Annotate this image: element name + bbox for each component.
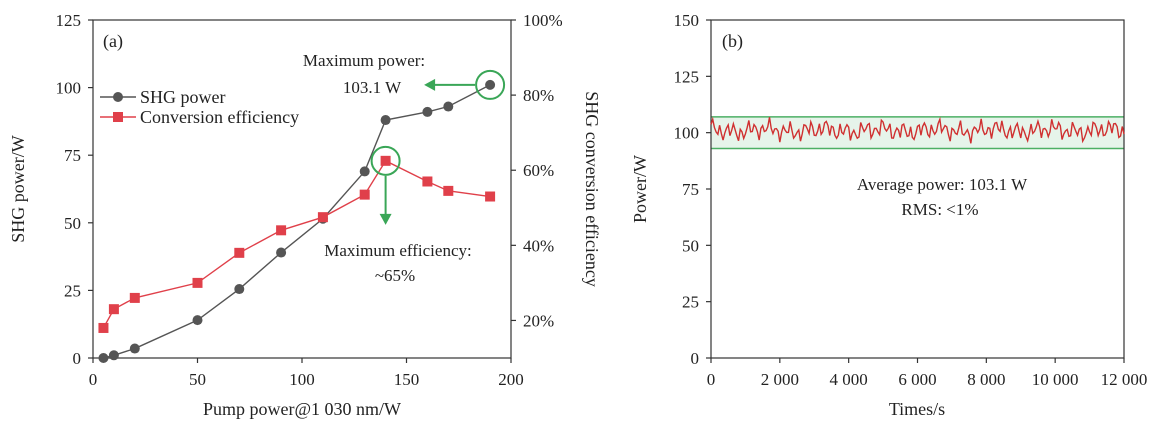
x-tick-label-b: 2 000 — [761, 370, 799, 389]
rms-band — [711, 116, 1124, 149]
y-axis-b: 0 25 50 75 100 125 150 — [674, 11, 711, 368]
annotation-average-power: Average power: 103.1 W — [857, 175, 1028, 194]
y-axis-label-a: SHG power/W — [8, 135, 28, 242]
x-tick-label-a: 0 — [89, 370, 98, 389]
y-tick-label-b: 125 — [674, 67, 700, 86]
data-point-conversion-efficiency — [192, 277, 203, 288]
data-point-shg-power — [129, 343, 140, 354]
x-tick-label-b: 10 000 — [1032, 370, 1079, 389]
x-tick-label-a: 50 — [189, 370, 206, 389]
y-tick-label-b: 25 — [682, 293, 699, 312]
data-point-shg-power — [422, 106, 433, 117]
data-point-conversion-efficiency — [276, 225, 287, 236]
annotation-max-power-line2: 103.1 W — [343, 78, 402, 97]
x-tick-label-b: 8 000 — [967, 370, 1005, 389]
x-axis-a: 0 50 100 150 200 — [89, 358, 524, 389]
highlight-circle-max-efficiency — [370, 145, 401, 176]
y-tick-label-b: 75 — [682, 180, 699, 199]
y-tick-label-a: 25 — [64, 281, 81, 300]
y-tick-label-b: 50 — [682, 236, 699, 255]
data-point-shg-power — [192, 315, 203, 326]
arrowhead-max-efficiency — [379, 213, 392, 225]
y-axis-label-b: Power/W — [630, 155, 650, 223]
panel-b: 0 2 000 4 000 6 000 8 000 10 000 12 000 0 25 50 7… — [630, 11, 1147, 419]
legend-a: SHG power Conversion efficiency — [100, 87, 299, 127]
data-point-conversion-efficiency — [234, 247, 245, 258]
y-tick-label-b: 150 — [674, 11, 700, 30]
x-tick-label-b: 4 000 — [830, 370, 868, 389]
x-tick-label-b: 12 000 — [1101, 370, 1148, 389]
legend-label-conversion-efficiency: Conversion efficiency — [140, 107, 299, 127]
data-point-conversion-efficiency — [129, 292, 140, 303]
y2-axis-a: 20% 40% 60% 80% 100% — [511, 11, 563, 330]
x-tick-label-a: 150 — [394, 370, 420, 389]
data-point-shg-power — [276, 247, 287, 258]
data-point-shg-power — [380, 115, 391, 126]
annotation-max-eff-line1: Maximum efficiency: — [324, 241, 471, 260]
x-tick-label-a: 200 — [498, 370, 524, 389]
y2-tick-label-a: 40% — [523, 236, 554, 255]
y-tick-label-a: 0 — [73, 349, 82, 368]
data-point-conversion-efficiency — [422, 176, 433, 187]
annotation-max-power-line1: Maximum power: — [303, 51, 425, 70]
x-axis-label-a: Pump power@1 030 nm/W — [203, 399, 401, 419]
panel-label-b: (b) — [722, 31, 743, 52]
x-axis-label-b: Times/s — [889, 399, 945, 419]
y-tick-label-a: 125 — [56, 11, 82, 30]
y-tick-label-b: 100 — [674, 124, 700, 143]
x-axis-b: 0 2 000 4 000 6 000 8 000 10 000 12 000 — [707, 358, 1148, 389]
data-point-shg-power — [108, 350, 119, 361]
y2-axis-label-a: SHG conversion efficiency — [582, 91, 602, 287]
data-point-conversion-efficiency — [98, 322, 109, 333]
x-tick-label-b: 0 — [707, 370, 716, 389]
x-tick-label-a: 100 — [289, 370, 315, 389]
data-point-conversion-efficiency — [317, 212, 328, 223]
y-tick-label-b: 0 — [691, 349, 700, 368]
data-point-shg-power — [359, 166, 370, 177]
highlight-circle-max-power — [475, 69, 506, 100]
data-point-conversion-efficiency — [485, 191, 496, 202]
data-point-shg-power — [485, 79, 496, 90]
y-tick-label-a: 75 — [64, 146, 81, 165]
arrowhead-max-power — [424, 78, 436, 91]
data-point-conversion-efficiency — [443, 185, 454, 196]
y2-tick-label-a: 20% — [523, 311, 554, 330]
legend-swatch-eff-marker — [113, 112, 123, 122]
data-point-shg-power — [98, 353, 109, 363]
legend-label-shg-power: SHG power — [140, 87, 226, 107]
y2-tick-label-a: 80% — [523, 86, 554, 105]
panel-a: 0 50 100 150 200 0 25 50 75 100 125 20% 40% 60% 80% 1… — [8, 11, 602, 419]
y-axis-a: 0 25 50 75 100 125 — [56, 11, 93, 368]
y-tick-label-a: 50 — [64, 214, 81, 233]
data-point-shg-power — [234, 284, 245, 295]
y-tick-label-a: 100 — [56, 79, 82, 98]
y2-tick-label-a: 60% — [523, 161, 554, 180]
series-line-power-vs-time — [710, 116, 1125, 144]
legend-swatch-shg-marker — [113, 92, 123, 102]
x-tick-label-b: 6 000 — [898, 370, 936, 389]
y2-tick-label-a: 100% — [523, 11, 563, 30]
data-point-conversion-efficiency — [380, 155, 391, 166]
annotation-max-eff-line2: ~65% — [375, 266, 415, 285]
data-point-conversion-efficiency — [359, 189, 370, 200]
annotation-rms: RMS: <1% — [901, 200, 978, 219]
panel-label-a: (a) — [103, 31, 123, 52]
data-point-conversion-efficiency — [108, 304, 119, 315]
data-point-shg-power — [443, 101, 454, 112]
